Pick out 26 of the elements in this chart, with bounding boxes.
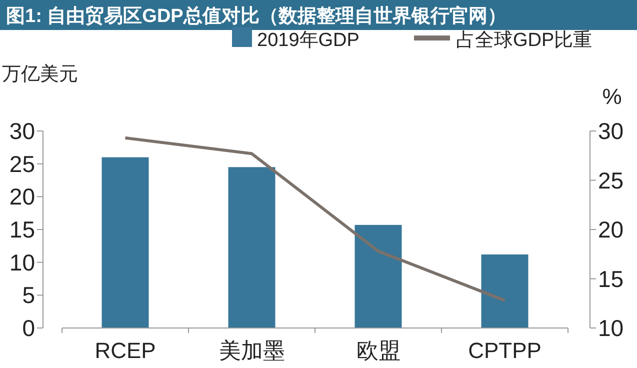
y-tick-label: 20 [9, 184, 35, 210]
x-tick-label: CPTPP [468, 338, 542, 363]
bar [102, 157, 149, 328]
bar [481, 254, 528, 328]
chart-title: 图1: 自由贸易区GDP总值对比（数据整理自世界银行官网） [6, 5, 506, 27]
y-tick-label: 30 [9, 118, 35, 144]
line-series [124, 136, 506, 302]
x-tick-label: RCEP [94, 338, 156, 363]
y2-tick-label: 25 [598, 167, 624, 194]
y-tick-label: 0 [22, 315, 35, 341]
x-tick-label: 美加墨 [218, 338, 285, 363]
y-axis-title: 万亿美元 [2, 63, 78, 85]
y2-axis-title: % [602, 84, 622, 109]
legend-label: 占全球GDP比重 [456, 30, 592, 51]
y-tick-label: 25 [9, 150, 35, 177]
bar [354, 224, 402, 328]
y2-tick-label: 10 [598, 315, 624, 341]
bar [228, 167, 276, 328]
legend-label: 2019年GDP [257, 30, 360, 51]
y2-tick-label: 20 [598, 216, 624, 242]
y2-tick-label: 15 [598, 266, 624, 292]
y-tick-label: 5 [22, 282, 35, 308]
y-tick-label: 10 [9, 249, 35, 276]
y2-tick-label: 30 [598, 118, 624, 144]
x-tick-label: 欧盟 [356, 338, 400, 363]
y-tick-label: 15 [9, 216, 35, 242]
